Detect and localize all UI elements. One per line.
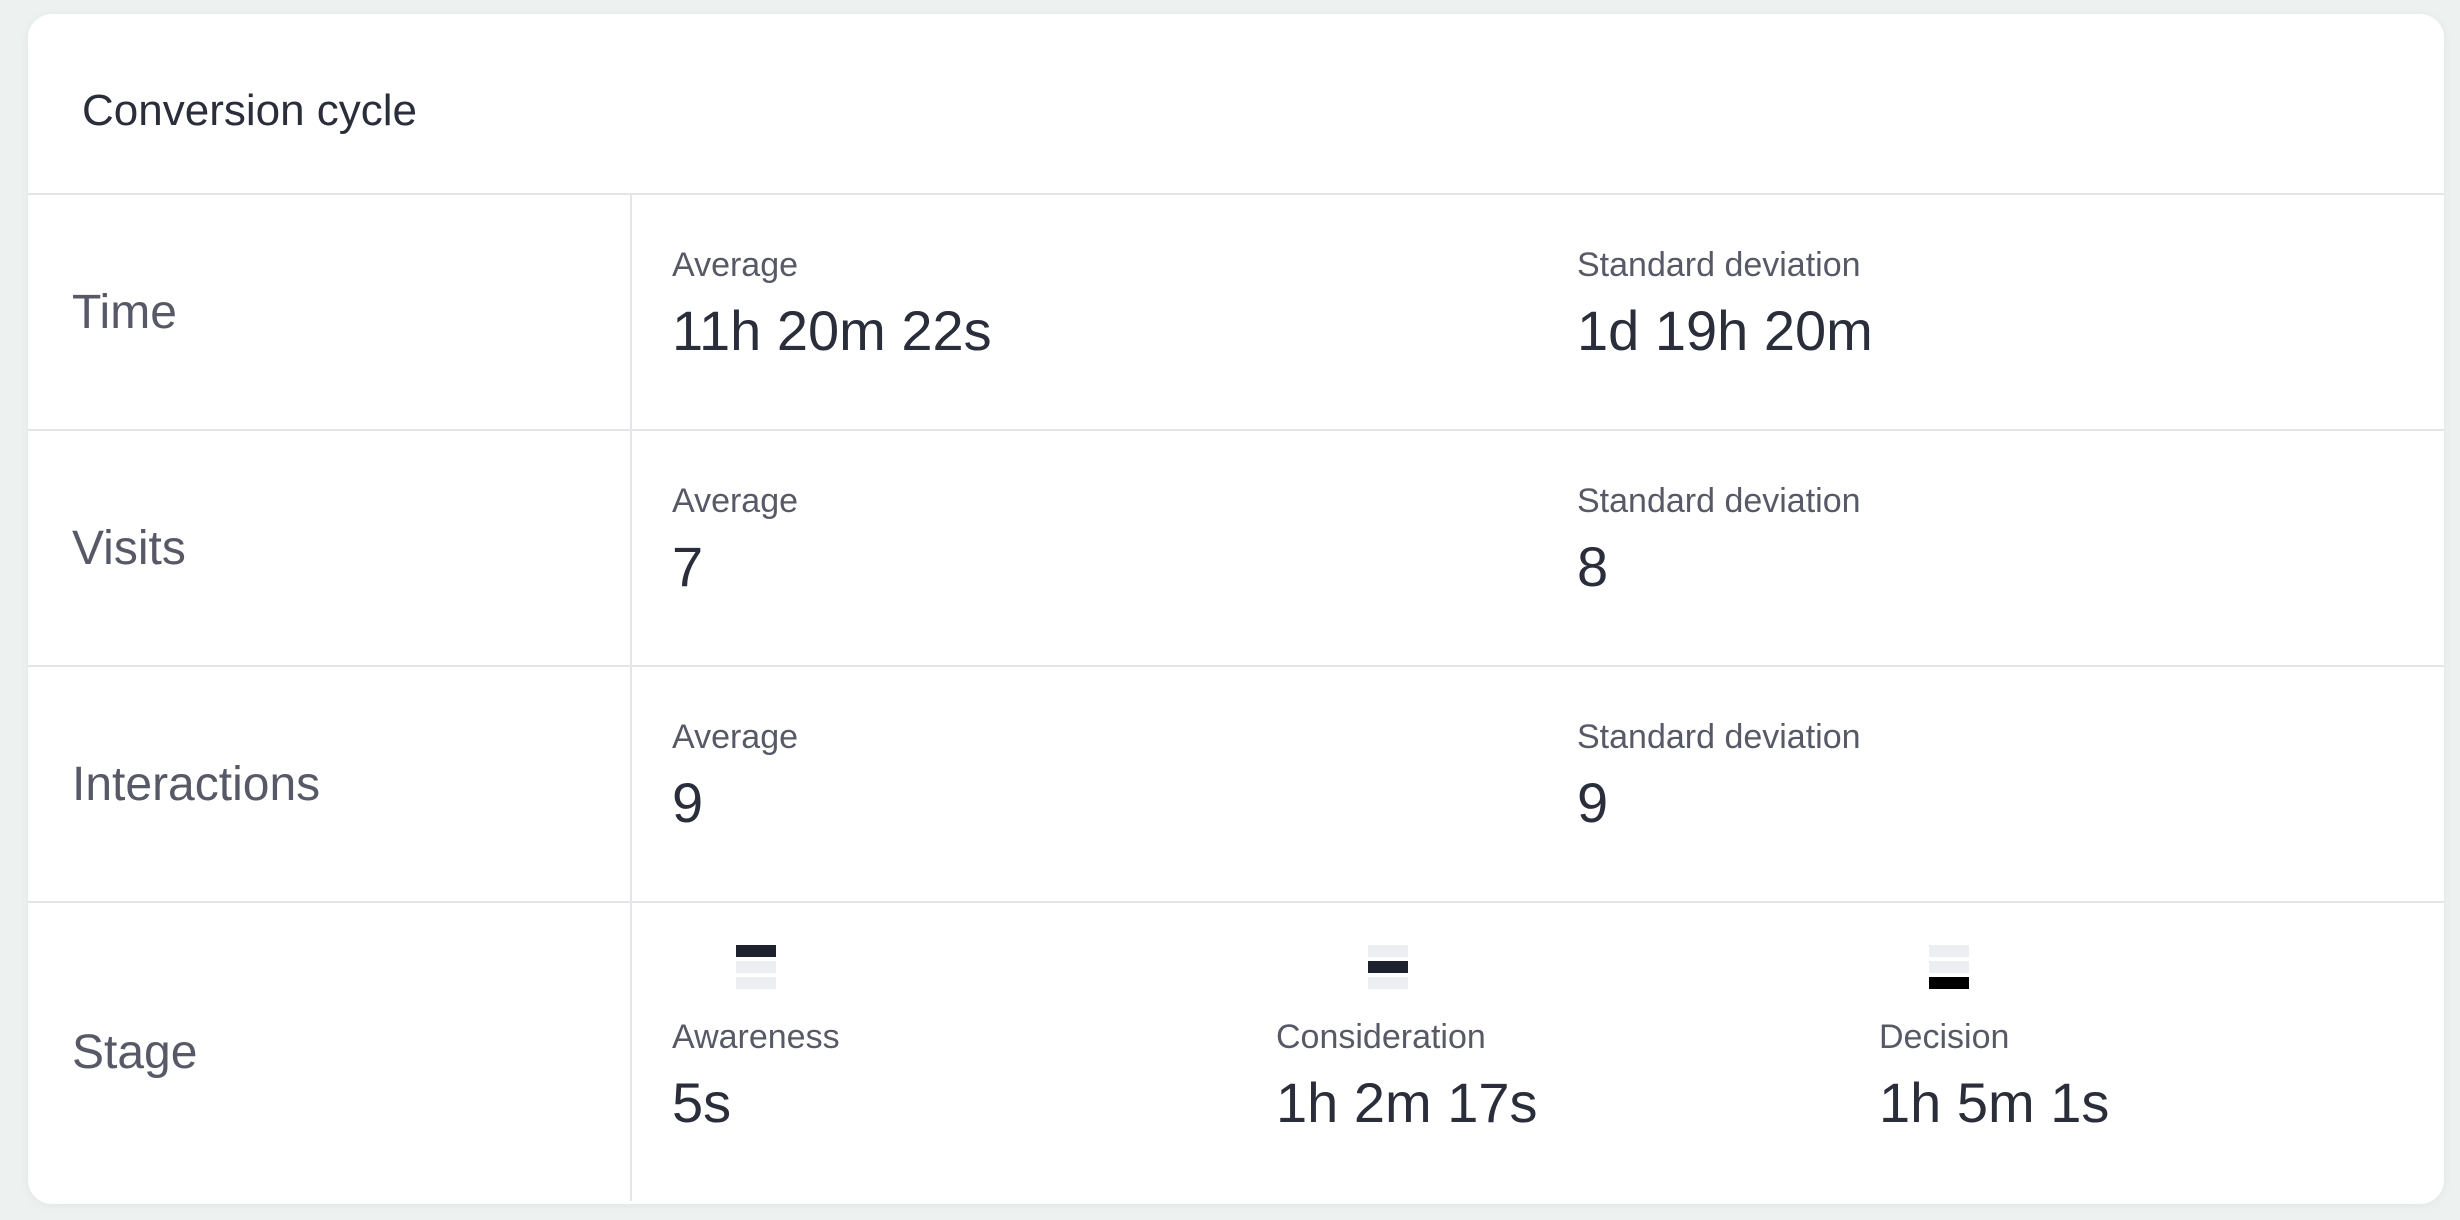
- funnel-stage-3-icon: [1929, 945, 1969, 989]
- funnel-stage-1-icon: [736, 945, 776, 989]
- average-value: 7: [672, 535, 704, 598]
- stddev-label: Standard deviation: [1577, 482, 1861, 520]
- stddev-value: 8: [1577, 535, 1609, 598]
- row-label: Visits: [28, 431, 632, 665]
- average-cell: Average 9: [672, 717, 798, 835]
- average-value: 11h 20m 22s: [672, 299, 992, 362]
- card-header: Conversion cycle: [28, 14, 2444, 195]
- average-cell: Average 11h 20m 22s: [672, 245, 992, 363]
- stddev-cell: Standard deviation 8: [1577, 481, 1861, 599]
- stage-label: Consideration: [1276, 1018, 1486, 1056]
- stage-value: 1h 5m 1s: [1879, 1071, 2110, 1134]
- stddev-label: Standard deviation: [1577, 246, 1861, 284]
- average-label: Average: [672, 482, 799, 520]
- stage-value: 1h 2m 17s: [1276, 1071, 1538, 1134]
- stage-consideration: Consideration 1h 2m 17s: [1276, 945, 1538, 1135]
- stage-label: Decision: [1879, 1018, 2010, 1056]
- row-label: Interactions: [28, 667, 632, 901]
- average-label: Average: [672, 718, 799, 756]
- stage-value: 5s: [672, 1071, 732, 1134]
- stage-label: Awareness: [672, 1018, 840, 1056]
- conversion-cycle-card: Conversion cycle Time Average 11h 20m 22…: [28, 14, 2444, 1204]
- stddev-value: 1d 19h 20m: [1577, 299, 1873, 362]
- metric-row-visits: Visits Average 7 Standard deviation 8: [28, 431, 2444, 667]
- average-label: Average: [672, 246, 799, 284]
- stddev-cell: Standard deviation 9: [1577, 717, 1861, 835]
- stage-decision: Decision 1h 5m 1s: [1879, 945, 2109, 1135]
- row-label: Stage: [28, 903, 632, 1201]
- metric-row-interactions: Interactions Average 9 Standard deviatio…: [28, 667, 2444, 903]
- stddev-value: 9: [1577, 771, 1609, 834]
- stddev-label: Standard deviation: [1577, 718, 1861, 756]
- funnel-stage-2-icon: [1368, 945, 1408, 989]
- metric-row-time: Time Average 11h 20m 22s Standard deviat…: [28, 195, 2444, 431]
- stage-awareness: Awareness 5s: [672, 945, 840, 1135]
- average-cell: Average 7: [672, 481, 798, 599]
- stddev-cell: Standard deviation 1d 19h 20m: [1577, 245, 1873, 363]
- average-value: 9: [672, 771, 704, 834]
- stage-row: Stage Awareness 5s Consideration 1h 2m 1: [28, 903, 2444, 1201]
- card-title: Conversion cycle: [82, 85, 418, 135]
- row-label: Time: [28, 195, 632, 429]
